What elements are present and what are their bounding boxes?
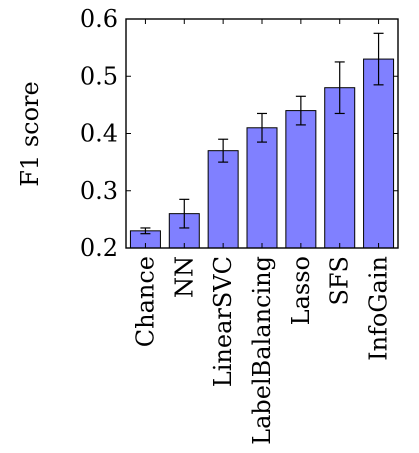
x-category-label: Lasso [287, 256, 315, 325]
error-bars-group [140, 32, 384, 235]
bar-labelbalancing [246, 127, 278, 249]
x-category-label: SFS [326, 256, 354, 306]
x-category-label: InfoGain [365, 256, 393, 361]
bar-infogain [363, 58, 395, 249]
x-category-label: LabelBalancing [248, 256, 276, 445]
error-bar-sfs [334, 61, 345, 115]
error-bar-infogain [373, 32, 384, 86]
bars-group [129, 58, 395, 249]
x-category-label: NN [170, 256, 198, 298]
error-bar-lasso [295, 95, 306, 126]
y-tick-label: 0.3 [80, 177, 118, 205]
y-axis-title: F1 score [16, 81, 44, 186]
y-tick-label: 0.2 [80, 234, 118, 262]
y-tick-label: 0.4 [80, 120, 118, 148]
bar-linearsvc [207, 150, 239, 249]
error-bar-nn [179, 198, 190, 229]
error-bar-linearsvc [218, 138, 229, 163]
x-category-label: Chance [131, 256, 159, 347]
y-axis: 0.2 0.3 0.4 0.5 0.6 [80, 5, 398, 262]
x-axis: Chance NN LinearSVC LabelBalancing Lasso SFS I… [131, 19, 393, 445]
bar-lasso [285, 110, 317, 249]
y-tick-label: 0.5 [80, 62, 118, 90]
y-tick-label: 0.6 [80, 5, 118, 33]
error-bar-chance [140, 227, 151, 235]
x-category-label: LinearSVC [209, 256, 237, 387]
error-bar-labelbalancing [257, 112, 267, 143]
